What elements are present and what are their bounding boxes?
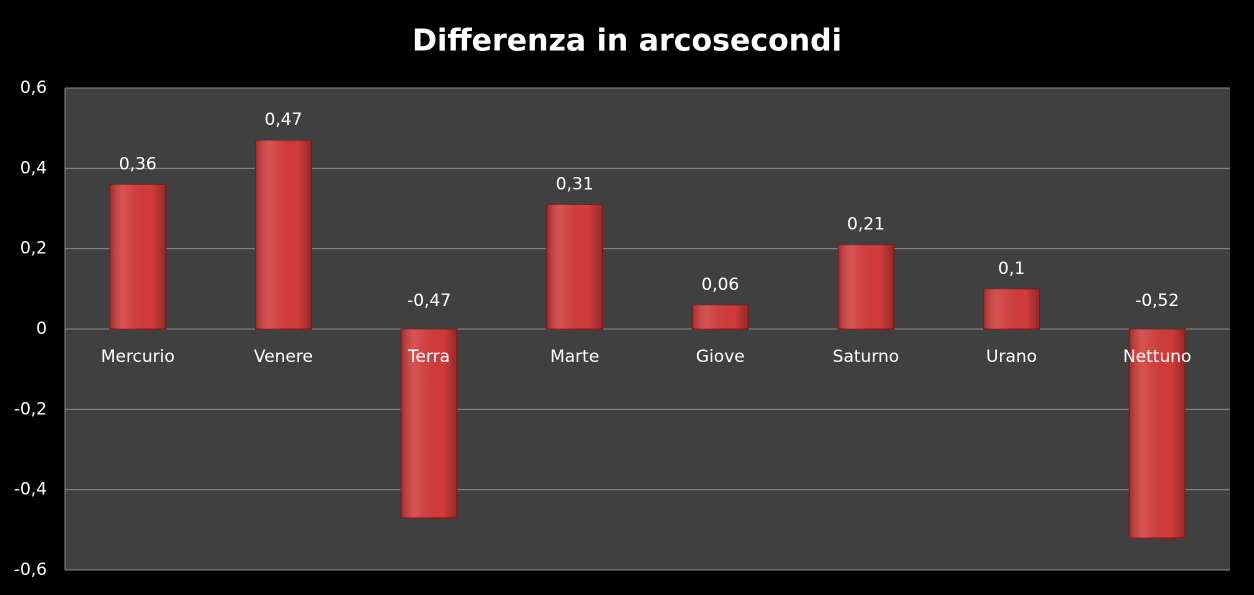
- data-label: 0,06: [701, 275, 739, 295]
- data-label: 0,21: [847, 215, 885, 235]
- data-label: 0,36: [119, 154, 157, 174]
- y-tick-label: 0,2: [20, 239, 47, 259]
- bar: [109, 183, 167, 330]
- y-tick-label: -0,4: [14, 480, 47, 500]
- x-tick-label: Terra: [407, 347, 450, 367]
- data-label: -0,47: [407, 291, 451, 311]
- y-tick-label: -0,6: [14, 560, 47, 580]
- y-tick-label: -0,2: [14, 399, 47, 419]
- y-tick-label: 0: [36, 319, 47, 339]
- data-label: 0,47: [265, 110, 303, 130]
- x-tick-label: Nettuno: [1123, 347, 1191, 367]
- chart-title: Differenza in arcosecondi: [412, 24, 842, 59]
- data-label: -0,52: [1135, 291, 1179, 311]
- bar: [691, 304, 749, 330]
- x-tick-label: Urano: [986, 347, 1037, 367]
- data-label: 0,1: [998, 259, 1025, 279]
- y-tick-label: 0,4: [20, 158, 47, 178]
- bar: [254, 139, 312, 330]
- x-tick-label: Marte: [550, 347, 599, 367]
- x-tick-label: Venere: [254, 347, 313, 367]
- y-tick-label: 0,6: [20, 78, 47, 98]
- x-tick-label: Saturno: [833, 347, 900, 367]
- bar: [837, 244, 895, 330]
- x-tick-label: Giove: [696, 347, 745, 367]
- bar: [546, 203, 604, 330]
- bar: [983, 288, 1041, 330]
- data-label: 0,31: [556, 174, 594, 194]
- x-tick-label: Mercurio: [101, 347, 175, 367]
